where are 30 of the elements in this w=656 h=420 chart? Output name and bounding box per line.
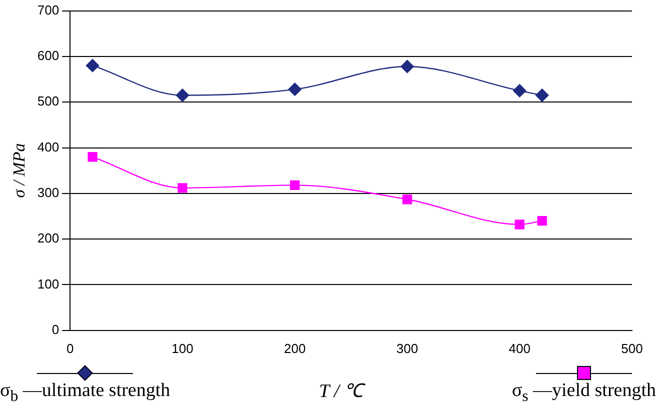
point [290,180,300,190]
x-tick-label: 500 [621,340,643,356]
point [86,58,100,72]
x-axis-title: T / ℃ [319,380,364,403]
y-tick-label: 500 [37,94,60,109]
y-tick-label: 300 [37,185,60,200]
point [176,88,190,102]
x-tick-label: 0 [66,340,74,356]
y-tick-label: 200 [37,230,60,246]
point [535,88,549,102]
x-tick-label: 300 [396,340,418,356]
x-tick-label: 100 [172,340,194,356]
point [288,82,302,96]
y-tick-label: 700 [37,2,60,18]
point [537,216,547,226]
point [178,183,188,193]
legend-label: σ$_{b}$ —ultimate strength [0,380,170,406]
y-tick-label: 0 [52,322,60,337]
point [402,194,412,204]
x-tick-label: 200 [284,340,306,356]
x-tick-label: 400 [508,340,530,356]
point [513,84,526,98]
point [88,152,98,162]
point [514,220,524,230]
legend-label: σ$_{s}$ —yield strength [512,380,656,406]
y-tick-label: 600 [37,48,60,64]
y-tick-label: 100 [37,276,60,292]
y-axis-title: σ / MPa [10,143,29,198]
y-tick-label: 400 [37,139,60,154]
point [400,60,414,74]
